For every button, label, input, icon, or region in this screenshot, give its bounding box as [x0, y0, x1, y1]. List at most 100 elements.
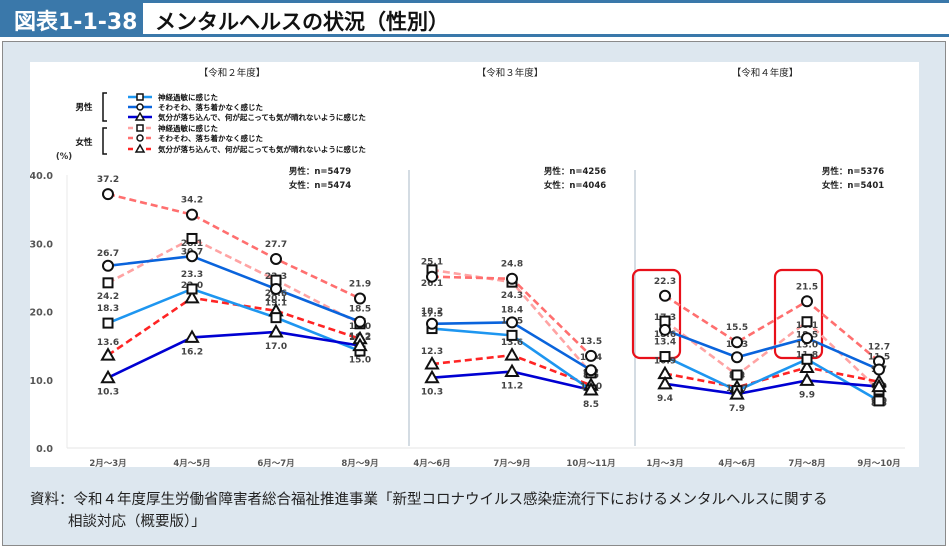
- data-point-m_depressed: [729, 386, 745, 400]
- legend-square-icon: [136, 124, 144, 132]
- data-label: 18.3: [97, 304, 119, 314]
- data-point-m_depressed: [268, 323, 284, 338]
- data-point-m_depressed: [871, 378, 887, 393]
- data-label: 24.2: [97, 292, 119, 302]
- data-point-f_nervous: [102, 277, 114, 289]
- data-point-m_restless: [426, 317, 438, 330]
- data-label: 13.4: [654, 338, 676, 348]
- legend-square-icon: [136, 93, 144, 101]
- data-label: 22.3: [654, 277, 676, 287]
- data-label: 25.1: [421, 258, 443, 268]
- data-label: 13.6: [97, 338, 119, 348]
- data-point-f_restless: [585, 349, 597, 362]
- sample-size-female: 女性：n=4046: [544, 180, 606, 191]
- data-point-f_nervous: [186, 232, 198, 244]
- data-point-m_nervous: [186, 283, 198, 295]
- data-point-f_restless: [270, 252, 282, 265]
- y-tick-label: 10.0: [30, 376, 53, 387]
- data-label: 13.5: [580, 337, 602, 347]
- data-point-m_nervous: [102, 317, 114, 329]
- legend-entry: そわそわ、落ち着かなく感じた: [158, 102, 263, 112]
- data-point-m_depressed: [100, 369, 116, 384]
- legend-entry: そわそわ、落ち着かなく感じた: [158, 133, 263, 143]
- data-label: 28.1: [181, 239, 203, 249]
- sample-size-male: 男性：n=5479: [289, 166, 351, 177]
- data-point-m_restless: [102, 259, 114, 272]
- data-label: 17.5: [421, 310, 443, 320]
- data-label: 18.2: [421, 307, 443, 317]
- data-point-f_restless: [186, 208, 198, 221]
- y-tick-label: 0.0: [36, 444, 53, 455]
- sample-size-female: 女性：n=5401: [822, 180, 884, 191]
- data-point-m_nervous: [506, 329, 518, 341]
- legend: 神経過敏に感じたそわそわ、落ち着かなく感じた気分が落ち込んで、何が起こっても気が…: [75, 92, 366, 155]
- y-axis-unit: (%): [56, 152, 72, 162]
- figure-header: 図表1-1-38 メンタルヘルスの状況（性別）: [0, 0, 949, 37]
- data-point-f_restless: [354, 292, 366, 305]
- legend-circle-icon: [136, 134, 144, 142]
- data-point-m_restless: [873, 363, 885, 376]
- data-point-m_restless: [585, 364, 597, 377]
- panel-group-2: 【令和３年度】男性：n=4256 女性：n=4046 4月～6月 7月～9月 10月～1…: [413, 67, 615, 467]
- y-tick-label: 20.0: [30, 308, 53, 319]
- data-label: 21.9: [349, 280, 371, 290]
- series-line-f_depressed: [664, 366, 880, 389]
- series-line-m_depressed: [664, 379, 880, 396]
- series-line-m_nervous: [664, 355, 880, 403]
- series-line-f_restless: [107, 192, 361, 300]
- figure-title: メンタルヘルスの状況（性別）: [155, 10, 449, 34]
- data-point-f_depressed: [184, 289, 200, 304]
- figure-title-box: メンタルヘルスの状況（性別）: [143, 3, 949, 34]
- x-tick-label: 1月～3月: [646, 459, 683, 467]
- data-point-m_depressed: [184, 329, 200, 343]
- data-point-m_depressed: [657, 375, 673, 390]
- data-point-m_restless: [801, 332, 813, 345]
- chart-panel: 0.0 10.0 20.0 30.0 40.0 (%) 【令和２年度】 男性：n=5479 女性…: [30, 62, 919, 467]
- legend-entry: 神経過敏に感じた: [158, 92, 218, 102]
- highlight-box: [773, 268, 824, 360]
- data-label: 15.0: [349, 356, 371, 366]
- data-label: 13.6: [501, 338, 523, 348]
- data-label: 7.9: [729, 404, 745, 414]
- data-point-f_restless: [731, 336, 743, 349]
- data-label: 24.8: [501, 260, 523, 270]
- figure-number: 図表1-1-38: [14, 10, 138, 35]
- legend-circle-icon: [136, 103, 144, 111]
- sample-size-male: 男性：n=5376: [822, 166, 884, 177]
- data-point-f_restless: [426, 270, 438, 283]
- data-label: 10.3: [97, 388, 119, 398]
- y-tick-label: 40.0: [30, 171, 53, 182]
- sample-size-male: 男性：n=4256: [544, 166, 606, 177]
- data-label: 24.3: [501, 291, 523, 301]
- series-line-m_restless: [107, 254, 361, 323]
- data-point-f_restless: [506, 272, 518, 285]
- x-tick-label: 2月～3月: [89, 459, 126, 467]
- highlight-box: [631, 268, 682, 360]
- legend-group-male: 男性: [75, 102, 93, 113]
- data-label: 12.7: [868, 342, 890, 352]
- data-point-m_depressed: [352, 337, 368, 352]
- source-line-2: 相談対応（概要版）」: [68, 514, 206, 530]
- legend-bracket: [102, 127, 107, 155]
- y-tick-label: 30.0: [30, 239, 53, 250]
- data-label: 23.3: [181, 270, 203, 280]
- x-tick-label: 9月～10月: [857, 459, 900, 467]
- data-point-m_depressed: [424, 369, 440, 384]
- data-label: 16.2: [181, 347, 203, 357]
- data-label: 26.7: [97, 249, 119, 259]
- data-point-m_nervous: [873, 395, 885, 407]
- legend-entry: 気分が落ち込んで、何が起こっても気が晴れないように感じた: [158, 144, 366, 154]
- data-point-m_depressed: [504, 363, 520, 378]
- data-point-m_restless: [506, 316, 518, 329]
- x-tick-label: 7月～9月: [493, 459, 530, 467]
- data-point-m_nervous: [659, 351, 671, 363]
- x-tick-label: 4月～6月: [413, 459, 450, 467]
- data-label: 8.5: [583, 400, 599, 410]
- data-point-m_restless: [659, 323, 671, 336]
- data-label: 13.0: [796, 340, 818, 350]
- data-label: 17.0: [265, 342, 287, 352]
- data-point-f_restless: [102, 188, 114, 201]
- data-label: 12.3: [421, 347, 443, 357]
- series-line-m_depressed: [107, 330, 361, 379]
- data-point-f_nervous: [801, 316, 813, 328]
